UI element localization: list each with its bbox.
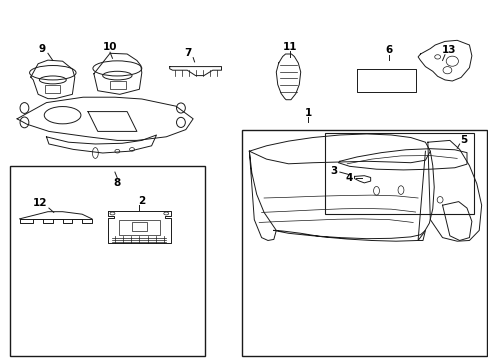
Text: 9: 9	[38, 44, 45, 54]
Bar	[110, 81, 125, 89]
Bar	[45, 85, 60, 93]
Text: 10: 10	[102, 42, 117, 52]
Text: 1: 1	[304, 108, 311, 118]
Text: 13: 13	[441, 45, 455, 55]
Bar	[119, 220, 160, 235]
Bar	[325, 133, 473, 214]
Text: 2: 2	[138, 196, 145, 206]
Text: 3: 3	[329, 166, 337, 176]
Text: 8: 8	[114, 178, 121, 188]
Text: 11: 11	[283, 42, 297, 52]
Text: 5: 5	[459, 135, 466, 145]
Bar	[10, 166, 205, 356]
Bar	[132, 222, 146, 231]
Text: 12: 12	[33, 198, 47, 208]
Text: 7: 7	[184, 48, 192, 58]
Bar	[242, 130, 486, 356]
Text: 4: 4	[345, 173, 353, 183]
Text: 6: 6	[385, 45, 391, 55]
